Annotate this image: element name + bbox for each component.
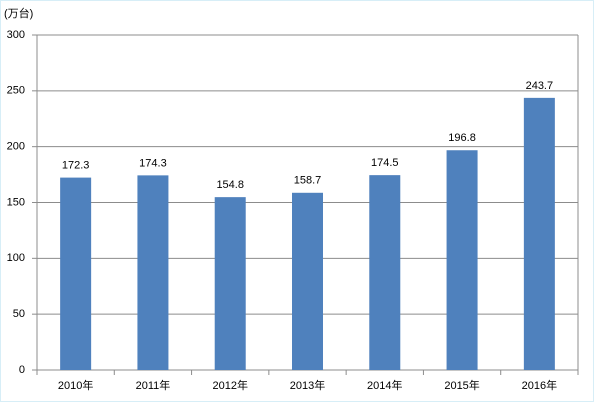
data-label: 196.8	[448, 132, 476, 144]
data-label: 154.8	[216, 179, 244, 191]
x-tick-label: 2013年	[290, 378, 325, 392]
data-label: 172.3	[62, 160, 90, 172]
data-label: 174.5	[371, 157, 399, 169]
bar	[60, 177, 92, 370]
data-label: 158.7	[294, 175, 322, 187]
y-axis-label: (万台)	[4, 6, 33, 20]
y-tick-label: 0	[19, 364, 25, 376]
x-tick-label: 2016年	[522, 378, 557, 392]
bar	[523, 97, 555, 370]
x-tick-label: 2011年	[136, 378, 171, 392]
y-tick-label: 50	[13, 308, 25, 320]
x-tick-label: 2014年	[367, 378, 402, 392]
bar	[369, 175, 401, 370]
x-tick-label: 2012年	[212, 378, 247, 392]
bar	[137, 175, 169, 370]
x-tick-label: 2015年	[444, 378, 479, 392]
y-tick-label: 200	[7, 141, 25, 153]
bar	[446, 150, 478, 370]
bar	[214, 197, 246, 370]
x-tick-label: 2010年	[58, 378, 93, 392]
data-label: 243.7	[526, 80, 554, 92]
bar	[292, 192, 323, 370]
data-label: 174.3	[139, 157, 167, 169]
y-tick-label: 100	[7, 252, 25, 264]
y-tick-label: 300	[7, 29, 25, 41]
y-tick-label: 250	[7, 85, 25, 97]
y-tick-label: 150	[7, 196, 25, 208]
